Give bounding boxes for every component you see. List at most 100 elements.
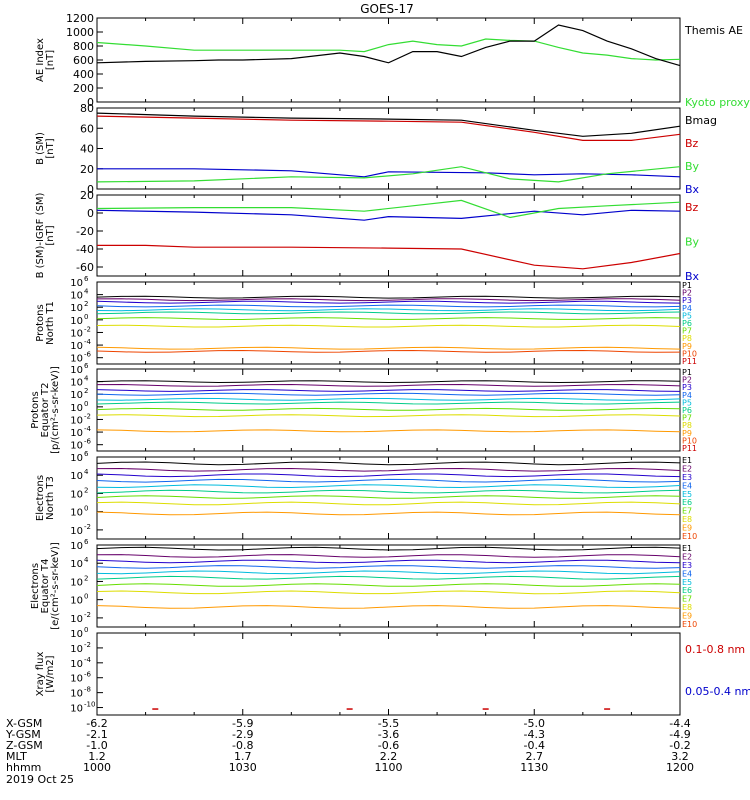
legend-e9: E9: [682, 524, 692, 533]
y-tick-exponent: 6: [84, 362, 89, 370]
x-axis-row-label: Y-GSM: [5, 728, 41, 741]
legend-xray-2: 0.05-0.4 nm: [685, 685, 750, 698]
legend-p10: P10: [682, 436, 697, 445]
series-bx: [96, 209, 681, 221]
series-p8: [96, 414, 681, 418]
y-tick-label: 10: [70, 577, 83, 588]
y-axis-label: B (SM): [35, 132, 46, 165]
series-p9: [96, 346, 681, 350]
x-axis-value: 3.2: [671, 750, 689, 763]
y-tick-label: 10: [70, 328, 83, 339]
legend-by: By: [685, 236, 700, 249]
y-tick-label: 10: [70, 704, 83, 715]
series-p2: [96, 383, 681, 387]
x-axis-labels: X-GSM -6.2 -5.9 -5.5 -5.0 -4.4 Y-GSM -2.1 -2.9 -3…: [5, 717, 694, 786]
y-tick-label: 10: [70, 415, 83, 426]
series-p5: [96, 397, 681, 401]
y-tick-label: 0: [87, 207, 94, 220]
legend-bx: Bx: [685, 270, 700, 283]
series-bz: [96, 115, 681, 141]
series-e5: [96, 484, 681, 489]
y-tick-label: 10: [70, 559, 83, 570]
series-p5: [96, 308, 681, 312]
x-axis-value: -1.0: [86, 739, 107, 752]
legend-e3: E3: [682, 473, 692, 482]
y-axis-label: [nT]: [45, 138, 56, 158]
series-p3: [96, 300, 681, 304]
y-tick-label: 10: [70, 453, 83, 464]
x-axis-value: 2.7: [526, 750, 544, 763]
legend-kyoto-proxy-ae: Kyoto proxy AE: [685, 96, 750, 109]
y-tick-label: 200: [73, 82, 94, 95]
legend-p8: P8: [682, 421, 692, 430]
legend-e2: E2: [682, 464, 692, 473]
series-e9: [96, 511, 681, 516]
y-tick-label: 60: [80, 122, 94, 135]
panel-frame: [96, 632, 681, 716]
y-tick-label: 10: [70, 471, 83, 482]
y-tick-label: 10: [70, 316, 83, 327]
legend-e6: E6: [682, 586, 692, 595]
y-tick-exponent: -6: [84, 351, 92, 359]
panel-frame: [96, 107, 681, 190]
series-by: [96, 199, 681, 219]
series-p10: [96, 349, 681, 353]
legend-e8: E8: [682, 515, 692, 524]
legend-e2: E2: [682, 552, 692, 561]
y-tick-exponent: 0: [84, 593, 88, 601]
legend-e9: E9: [682, 612, 692, 621]
series-e2: [96, 467, 681, 472]
series-e1: [96, 546, 681, 551]
series-e9: [96, 605, 681, 609]
y-axis-label: [p/(cm²-s-sr-keV)]: [50, 366, 61, 454]
y-axis-label: Equator T4: [40, 559, 51, 614]
series-p1: [96, 380, 681, 384]
x-axis-value: -2.1: [86, 728, 107, 741]
y-tick-exponent: -6: [84, 438, 92, 446]
x-axis-row-label: X-GSM: [6, 717, 42, 730]
series-e7: [96, 583, 681, 587]
y-tick-exponent: 2: [84, 486, 88, 494]
series-p9: [96, 429, 681, 433]
y-tick-label: 10: [70, 378, 83, 389]
y-tick-exponent: 6: [84, 275, 89, 283]
legend-p4: P4: [682, 391, 692, 400]
y-axis-label: Electrons: [30, 563, 41, 609]
x-axis-value: 1.7: [234, 750, 252, 763]
y-tick-exponent: -2: [84, 412, 91, 420]
y-tick-label: 10: [70, 489, 83, 500]
legend-p2: P2: [682, 289, 692, 298]
y-tick-label: 10: [70, 508, 83, 519]
legend-e5: E5: [682, 490, 692, 499]
series-by: [96, 166, 681, 183]
y-tick-label: 1200: [66, 12, 94, 25]
legend-e7: E7: [682, 595, 692, 604]
x-axis-value: -2.9: [232, 728, 253, 741]
x-axis-value: 1100: [375, 761, 403, 774]
y-tick-exponent: -8: [84, 686, 91, 694]
series-kyoto-proxy-ae: [96, 38, 681, 61]
legend-p4: P4: [682, 304, 692, 313]
legend-xray-1: 0.1-0.8 nm: [685, 643, 745, 656]
y-tick-exponent: 4: [84, 468, 89, 476]
legend-bz: Bz: [685, 137, 699, 150]
y-tick-exponent: 2: [84, 387, 88, 395]
y-tick-label: 600: [73, 54, 94, 67]
y-tick-label: 0: [87, 96, 94, 109]
y-tick-exponent: -6: [84, 671, 92, 679]
legend-e7: E7: [682, 507, 692, 516]
y-tick-exponent: 2: [84, 300, 88, 308]
series-e4: [96, 565, 681, 569]
y-axis-label: Protons: [35, 304, 46, 341]
y-tick-label: 20: [80, 189, 94, 202]
legend-p7: P7: [682, 327, 692, 336]
x-axis-value: 1000: [83, 761, 111, 774]
x-axis-value: -0.8: [232, 739, 253, 752]
legend-e3: E3: [682, 561, 692, 570]
y-tick-label: 10: [70, 278, 83, 289]
y-tick-label: 10: [70, 629, 83, 640]
y-tick-exponent: -4: [84, 338, 92, 346]
legend-e1: E1: [682, 456, 692, 465]
y-axis-label: North T3: [45, 476, 56, 520]
legend-bmag: Bmag: [685, 114, 717, 127]
